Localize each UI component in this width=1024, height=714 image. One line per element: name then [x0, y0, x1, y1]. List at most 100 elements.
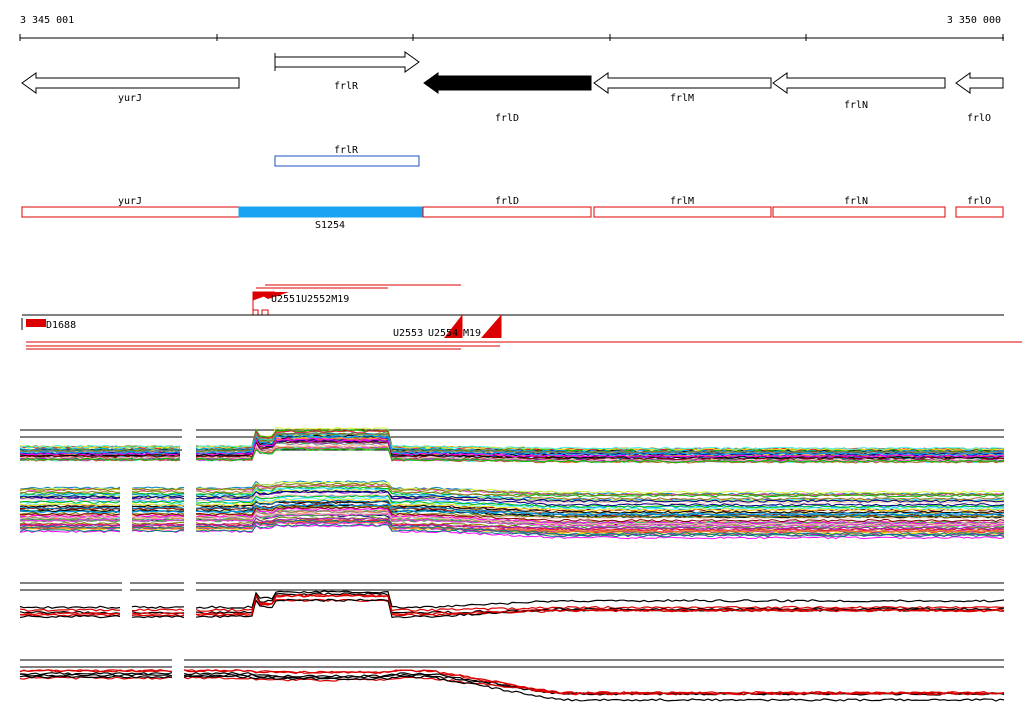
expression-line — [131, 611, 184, 615]
track-gap — [120, 482, 130, 540]
feature-marker-bottom[interactable] — [444, 315, 462, 338]
ruler-start-label: 3 345 001 — [20, 15, 74, 26]
gene-arrow-frlN[interactable] — [772, 72, 946, 94]
coordinate-ruler: 3 345 001 3 350 000 — [19, 15, 1004, 41]
expression-line — [131, 525, 185, 529]
expression-line — [19, 451, 181, 455]
expression-line — [195, 519, 1005, 536]
expression-track-3 — [19, 580, 1005, 625]
expression-line — [131, 494, 185, 498]
region-box-frlO[interactable] — [955, 206, 1004, 218]
gene-label-frlM: frlM — [670, 93, 694, 104]
expression-line — [19, 605, 121, 609]
feature-label-M19: M19 — [463, 328, 481, 339]
expression-line — [195, 482, 1005, 497]
expression-line — [195, 512, 1005, 526]
expression-track-2 — [19, 480, 1005, 540]
track-gap — [182, 428, 196, 472]
expression-line — [19, 672, 173, 676]
expression-line — [19, 452, 181, 456]
expression-line — [19, 608, 121, 612]
gene-arrow-frlR[interactable] — [274, 51, 420, 73]
expression-line — [195, 438, 1005, 458]
track-gap — [184, 482, 196, 540]
expression-line — [195, 590, 1005, 609]
gene-track: yurJ frlR frlD frlM frlN frlO — [21, 51, 1004, 124]
expression-line — [183, 676, 1005, 695]
utr-track: frlR — [274, 145, 420, 167]
feature-label-top: U2551U2552M19 — [271, 294, 349, 305]
utr-box-frlR[interactable] — [274, 155, 420, 167]
expression-line — [131, 512, 185, 516]
region-track: yurJ S1254 frlD frlM frlN frlO — [21, 196, 1004, 231]
feature-block-D1688[interactable] — [26, 319, 46, 327]
ruler-end-label: 3 350 000 — [947, 15, 1001, 26]
region-box-yurJ[interactable] — [21, 206, 240, 218]
expression-line — [131, 615, 185, 619]
expression-line — [19, 675, 173, 679]
region-box-frlM[interactable] — [593, 206, 772, 218]
expression-line — [131, 504, 185, 508]
expression-line — [19, 518, 121, 522]
expression-line — [183, 669, 1005, 696]
expression-line — [19, 529, 121, 533]
expression-line — [183, 675, 1005, 702]
expression-line — [195, 447, 1005, 463]
expression-line — [19, 457, 180, 462]
region-box-S1254[interactable] — [238, 206, 424, 218]
expression-line — [195, 481, 1005, 494]
expression-line — [195, 507, 1004, 525]
track-gap — [122, 580, 130, 625]
expression-line — [19, 491, 121, 495]
feature-label-U2554: U2554 — [428, 328, 458, 339]
expression-line — [195, 434, 1005, 456]
expression-line — [183, 671, 1005, 696]
expression-line — [131, 492, 185, 495]
feature-marker-top — [256, 292, 289, 299]
expression-line — [195, 490, 1005, 503]
feature-label-D1688: D1688 — [46, 320, 76, 331]
expression-line — [195, 484, 1005, 501]
region-label-frlM: frlM — [670, 196, 694, 207]
expression-line — [131, 523, 185, 527]
expression-line — [132, 518, 185, 522]
expression-line — [19, 492, 121, 496]
expression-line — [131, 499, 185, 503]
expression-line — [19, 515, 121, 520]
expression-line — [195, 524, 1005, 540]
expression-line — [19, 509, 120, 513]
expression-line — [132, 608, 185, 612]
expression-line — [195, 517, 1005, 530]
expression-line — [131, 605, 185, 609]
expression-line — [131, 613, 185, 617]
gene-arrow-frlO[interactable] — [955, 72, 1004, 94]
gene-arrow-yurJ[interactable] — [21, 72, 240, 94]
gene-arrow-frlM[interactable] — [593, 72, 772, 94]
expression-line — [195, 520, 1004, 533]
gene-arrow-frlD[interactable] — [423, 72, 592, 94]
region-label-yurJ: yurJ — [118, 196, 142, 207]
expression-line — [131, 507, 185, 511]
expression-line — [19, 521, 121, 526]
expression-line — [131, 506, 185, 510]
expression-line — [19, 613, 121, 617]
expression-line — [195, 446, 1005, 463]
gene-label-frlN: frlN — [844, 100, 868, 111]
expression-line — [195, 506, 1005, 523]
expression-line — [19, 487, 121, 492]
expression-line — [19, 669, 173, 673]
expression-line — [19, 444, 181, 449]
region-box-frlD[interactable] — [422, 206, 592, 218]
expression-line — [19, 614, 121, 619]
expression-line — [195, 593, 1005, 616]
expression-line — [19, 504, 121, 508]
expression-line — [19, 503, 121, 507]
expression-line — [19, 497, 121, 502]
track-gap — [184, 580, 196, 625]
expression-line — [19, 495, 121, 499]
region-box-frlN[interactable] — [772, 206, 946, 218]
expression-line — [131, 490, 185, 493]
region-label-frlD: frlD — [495, 196, 519, 207]
feature-marker-bottom[interactable] — [481, 315, 501, 338]
